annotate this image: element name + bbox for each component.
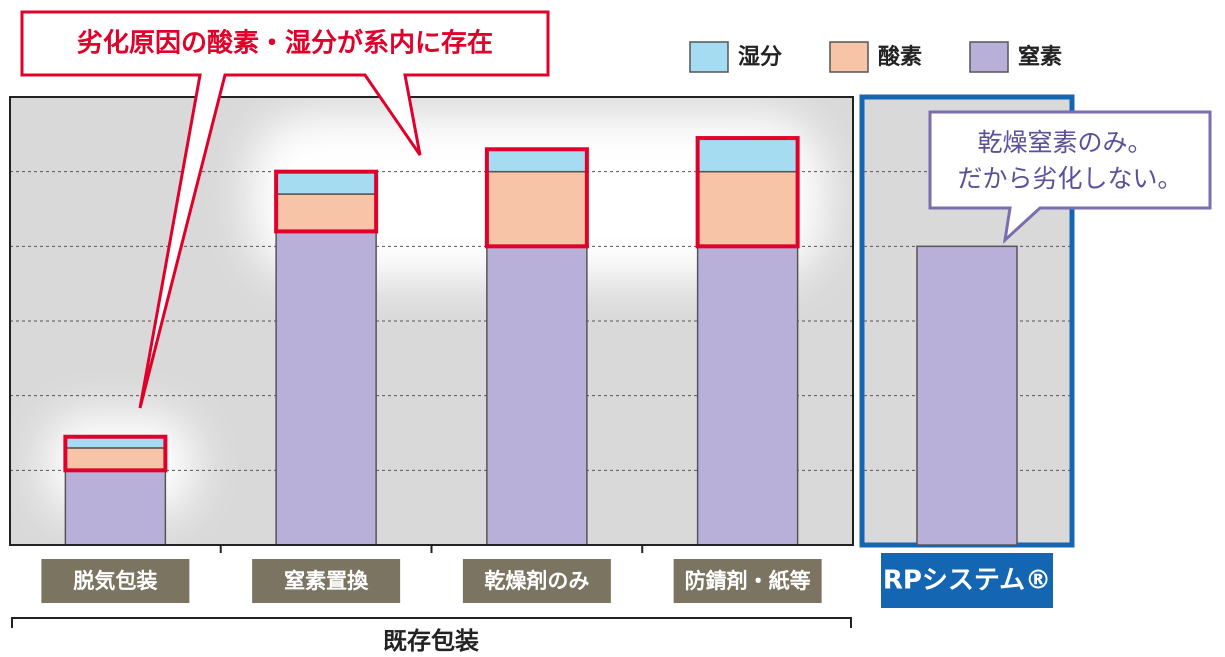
bar-segment [275, 193, 377, 233]
callout-text: 乾燥窒素のみ。 [977, 128, 1152, 157]
callout [928, 110, 1212, 244]
bar-segment [64, 447, 167, 472]
marks [10, 136, 1070, 546]
legend-swatch [689, 41, 729, 73]
category-box [673, 559, 822, 603]
category-box [252, 559, 401, 603]
legend-swatch [969, 41, 1009, 73]
group-label: 既存包装 [383, 627, 479, 655]
highlight-box [484, 147, 589, 249]
bar-segment [275, 170, 377, 195]
bar-segment [916, 245, 1018, 546]
legend-label: 湿分 [738, 45, 782, 70]
bar-segment [486, 170, 588, 248]
x-tick-label: 窒素置換 [284, 569, 369, 593]
bar-segment [696, 170, 799, 248]
x-tick-label: 脱気包装 [73, 569, 157, 593]
highlight-box [695, 136, 800, 249]
x-tick-label: 防錆剤・紙等 [685, 569, 811, 593]
callout [20, 10, 550, 409]
bar-segment [275, 230, 377, 546]
bar-segment [486, 148, 588, 173]
bar-segment [64, 469, 167, 546]
legend-swatch [829, 41, 869, 73]
highlight-box [274, 169, 379, 234]
legend-label: 窒素 [1018, 44, 1062, 70]
x-tick-label: 乾燥剤のみ [484, 569, 589, 593]
category-box [881, 553, 1053, 608]
bar-segment [696, 245, 799, 546]
callout-text: だから劣化しない。 [957, 164, 1182, 193]
x-tick-label: RPシステム® [883, 566, 1051, 596]
callout-text: 劣化原因の酸素・湿分が系内に存在 [77, 28, 493, 59]
category-box [41, 559, 190, 603]
group-bracket [11, 617, 852, 628]
highlight-box [63, 434, 168, 473]
legend-label: 酸素 [878, 44, 922, 70]
category-box [462, 559, 611, 603]
bar-segment [696, 137, 799, 173]
bar-segment [486, 245, 588, 546]
